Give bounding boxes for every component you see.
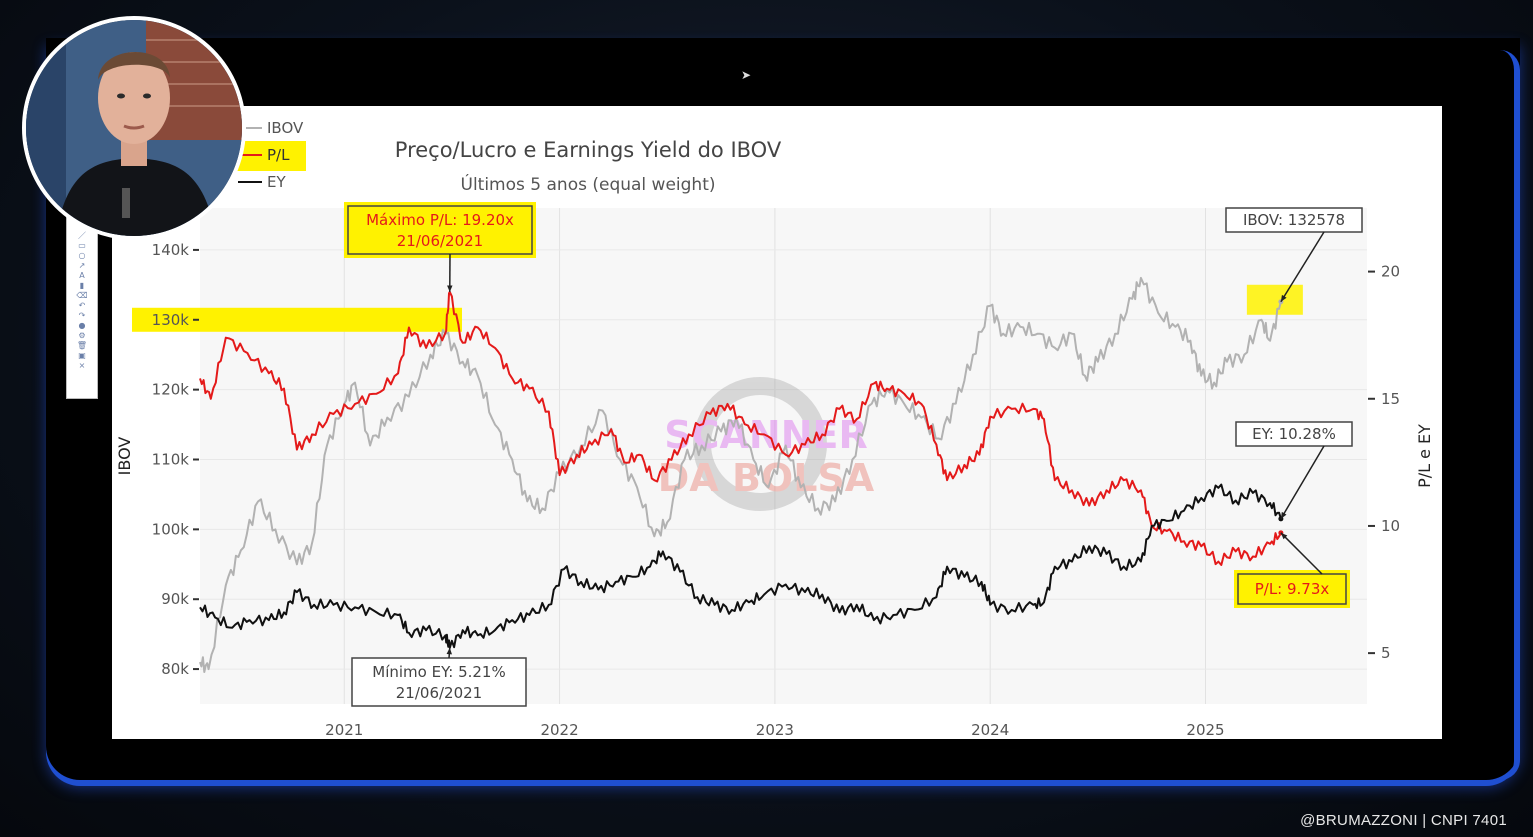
x-tick-label: 2021 [325, 721, 363, 739]
annotation-text: IBOV: 132578 [1243, 211, 1345, 229]
legend-item-ibov[interactable]: IBOV [238, 119, 304, 137]
y-left-tick-label: 110k [152, 450, 190, 468]
watermark-line-2: DA BOLSA [658, 456, 875, 500]
plot-area [200, 208, 1367, 704]
series-line-ey [199, 483, 1282, 649]
line-icon[interactable]: ／ [78, 231, 86, 240]
save-icon[interactable]: ▣ [78, 351, 86, 360]
eraser-icon[interactable]: ⌫ [76, 291, 88, 300]
y-left-tick-label: 100k [152, 520, 190, 538]
rectangle-icon[interactable]: ▭ [78, 241, 86, 250]
annotation-2: IBOV: 132578 [1225, 207, 1363, 303]
annotation-text: P/L: 9.73x [1255, 580, 1330, 598]
annotation-arrow [1280, 532, 1323, 575]
y-right-tick-label: 5 [1381, 644, 1391, 662]
mouse-cursor-icon: ➤ [741, 68, 752, 82]
annotation-4: P/L: 9.73x [1234, 532, 1350, 608]
credit-text: @BRUMAZZONI | CNPI 7401 [1300, 812, 1507, 829]
annotation-date: 21/06/2021 [396, 684, 482, 702]
y-axis-right-label: P/L e EY [1415, 424, 1434, 488]
x-tick-label: 2022 [540, 721, 578, 739]
y-left-tick-label: 140k [152, 241, 190, 259]
close-icon[interactable]: × [78, 361, 86, 370]
annotation-text: EY: 10.28% [1252, 425, 1336, 443]
annotation-arrow [1280, 231, 1325, 303]
annotation-box [1235, 421, 1353, 447]
chart-subtitle: Últimos 5 anos (equal weight) [461, 173, 716, 195]
annotation-arrowhead [1280, 532, 1288, 540]
legend-item-ey[interactable]: EY [238, 173, 286, 191]
trash-icon[interactable]: 🗑 [76, 341, 88, 350]
redo-icon[interactable]: ↷ [78, 311, 86, 320]
legend: IBOV P/L EY [232, 119, 306, 191]
y-left-tick-label: 130k [152, 311, 190, 329]
annotation-arrowhead [446, 647, 453, 655]
settings-icon[interactable]: ⚙ [78, 331, 86, 340]
y-axis-left-label: IBOV [115, 437, 134, 476]
arrow-icon[interactable]: ↗ [78, 261, 86, 270]
annotation-arrow [1280, 445, 1325, 520]
undo-icon[interactable]: ↶ [78, 301, 86, 310]
drawing-toolbar[interactable]: ✎ ／ ▭ ○ ↗ A ▮ ⌫ ↶ ↷ ● ⚙ 🗑 ▣ × [66, 215, 98, 399]
y-right-tick-label: 10 [1381, 517, 1400, 535]
annotation-arrowhead [1280, 294, 1287, 302]
presenter-image [26, 20, 242, 236]
chart-title: Preço/Lucro e Earnings Yield do IBOV [395, 138, 782, 162]
annotation-text: Máximo P/L: 19.20x [366, 211, 514, 229]
legend-label-ey: EY [267, 173, 286, 191]
y-right-tick-label: 20 [1381, 263, 1400, 281]
annotation-3: EY: 10.28% [1235, 421, 1353, 520]
y-left-tick-label: 80k [161, 660, 189, 678]
axes: 2021 2022 2023 2024 2025 80k 90k 100k 110k 120k 13… [152, 241, 1400, 739]
webcam-overlay [22, 16, 246, 240]
x-tick-label: 2024 [971, 721, 1009, 739]
x-tick-label: 2023 [756, 721, 794, 739]
highlights [132, 284, 1303, 332]
annotation-box [351, 657, 527, 707]
annotation-box [1225, 207, 1363, 233]
circle-icon[interactable]: ○ [78, 251, 86, 260]
legend-item-pl[interactable]: P/L [232, 141, 306, 171]
chart-card: SCANNER DA BOLSA 2021 2022 2023 2024 2025 80k… [112, 106, 1442, 739]
annotation-1: Mínimo EY: 5.21% 21/06/2021 [351, 647, 527, 707]
text-icon[interactable]: A [79, 271, 85, 280]
y-left-tick-label: 120k [152, 381, 190, 399]
chart: SCANNER DA BOLSA 2021 2022 2023 2024 202580k… [115, 119, 1434, 739]
annotation-text: Mínimo EY: 5.21% [372, 663, 505, 681]
annotation-arrowhead [447, 285, 453, 292]
legend-label-ibov: IBOV [267, 119, 304, 137]
tick-highlight [132, 307, 462, 332]
x-tick-label: 2025 [1186, 721, 1224, 739]
legend-label-pl: P/L [267, 146, 290, 164]
y-right-tick-label: 15 [1381, 390, 1400, 408]
highlighter-icon[interactable]: ▮ [79, 281, 85, 290]
annotation-date: 21/06/2021 [397, 232, 483, 250]
annotation-arrowhead [1280, 511, 1287, 519]
annotation-box [347, 205, 533, 255]
ibov-latest-highlight [1246, 284, 1303, 315]
series-line-ibov [199, 276, 1282, 673]
annotation-0: Máximo P/L: 19.20x 21/06/2021 [344, 202, 536, 292]
series-line-pl [199, 290, 1282, 566]
color-icon[interactable]: ● [78, 321, 86, 330]
annotation-box [1237, 573, 1347, 605]
y-left-tick-label: 90k [161, 590, 189, 608]
